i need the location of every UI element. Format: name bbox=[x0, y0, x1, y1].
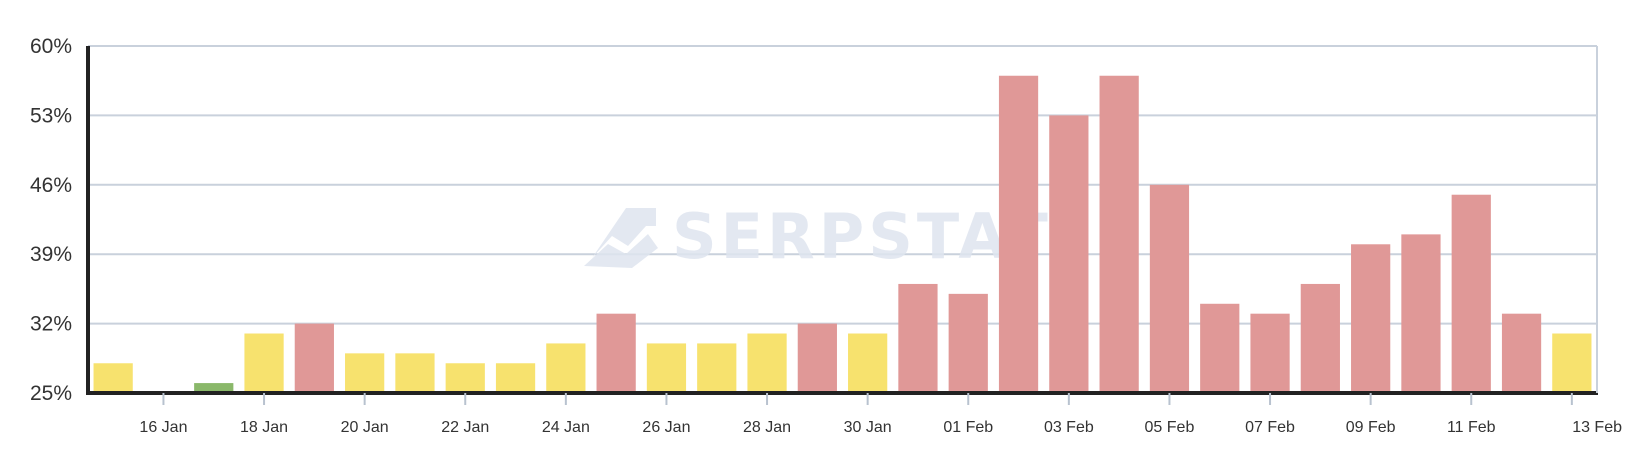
bar[interactable] bbox=[495, 363, 536, 393]
serpstat-logo-icon bbox=[584, 208, 658, 268]
y-tick-label: 46% bbox=[30, 174, 72, 197]
bar[interactable] bbox=[998, 75, 1039, 393]
x-tick-label: 05 Feb bbox=[1145, 419, 1195, 436]
bar[interactable] bbox=[1351, 244, 1391, 393]
x-tick-label: 28 Jan bbox=[743, 419, 791, 436]
bar[interactable] bbox=[194, 383, 234, 393]
bar[interactable] bbox=[1501, 313, 1542, 393]
bar[interactable] bbox=[948, 293, 988, 393]
bar[interactable] bbox=[848, 333, 888, 393]
bar[interactable] bbox=[646, 343, 687, 393]
axes bbox=[86, 46, 1598, 395]
y-tick-labels: 60% 53% 46% 39% 32% 25% bbox=[30, 35, 72, 405]
bar[interactable] bbox=[1049, 115, 1089, 394]
bar[interactable] bbox=[747, 333, 787, 393]
bar[interactable] bbox=[445, 363, 485, 393]
x-tick-label: 30 Jan bbox=[844, 419, 892, 436]
bar[interactable] bbox=[1451, 194, 1491, 393]
bar[interactable] bbox=[395, 353, 435, 393]
x-tick-label: 24 Jan bbox=[542, 419, 590, 436]
serpstat-watermark: SERPSTAT bbox=[584, 200, 1052, 273]
watermark-text: SERPSTAT bbox=[672, 200, 1052, 273]
x-tick-label: 18 Jan bbox=[240, 419, 288, 436]
bar[interactable] bbox=[1149, 184, 1190, 393]
bar[interactable] bbox=[1401, 234, 1441, 393]
x-tick-label: 20 Jan bbox=[341, 419, 389, 436]
y-tick-label: 60% bbox=[30, 35, 72, 58]
y-tick-label: 32% bbox=[30, 313, 72, 336]
bar[interactable] bbox=[797, 323, 837, 393]
y-tick-label: 39% bbox=[30, 243, 72, 266]
x-tick-label: 11 Feb bbox=[1447, 419, 1496, 436]
y-tick-label: 25% bbox=[30, 382, 72, 405]
x-tick-label: 26 Jan bbox=[642, 419, 690, 436]
y-tick-label: 53% bbox=[30, 104, 72, 127]
bar[interactable] bbox=[345, 353, 385, 393]
x-tick-labels: 16 Jan 18 Jan 20 Jan 22 Jan 24 Jan 26 Jan 28 J… bbox=[139, 393, 1622, 436]
x-tick-label: 16 Jan bbox=[139, 419, 187, 436]
x-tick-label: 22 Jan bbox=[441, 419, 489, 436]
bar[interactable] bbox=[1099, 75, 1139, 393]
bar[interactable] bbox=[93, 363, 133, 393]
bar[interactable] bbox=[1300, 283, 1340, 393]
bar[interactable] bbox=[1552, 333, 1592, 393]
x-tick-label: 01 Feb bbox=[943, 419, 993, 436]
x-tick-label: 09 Feb bbox=[1346, 419, 1396, 436]
bar[interactable] bbox=[898, 283, 938, 393]
bar[interactable] bbox=[1250, 313, 1290, 393]
x-tick-label: 03 Feb bbox=[1044, 419, 1094, 436]
x-tick-label: 13 Feb bbox=[1572, 419, 1622, 436]
bar[interactable] bbox=[596, 313, 636, 393]
bar[interactable] bbox=[244, 333, 284, 393]
bar[interactable] bbox=[546, 343, 586, 393]
bar[interactable] bbox=[697, 343, 737, 393]
bar[interactable] bbox=[1200, 303, 1240, 393]
x-tick-label: 07 Feb bbox=[1245, 419, 1295, 436]
bar[interactable] bbox=[294, 323, 334, 393]
bars bbox=[93, 75, 1592, 394]
